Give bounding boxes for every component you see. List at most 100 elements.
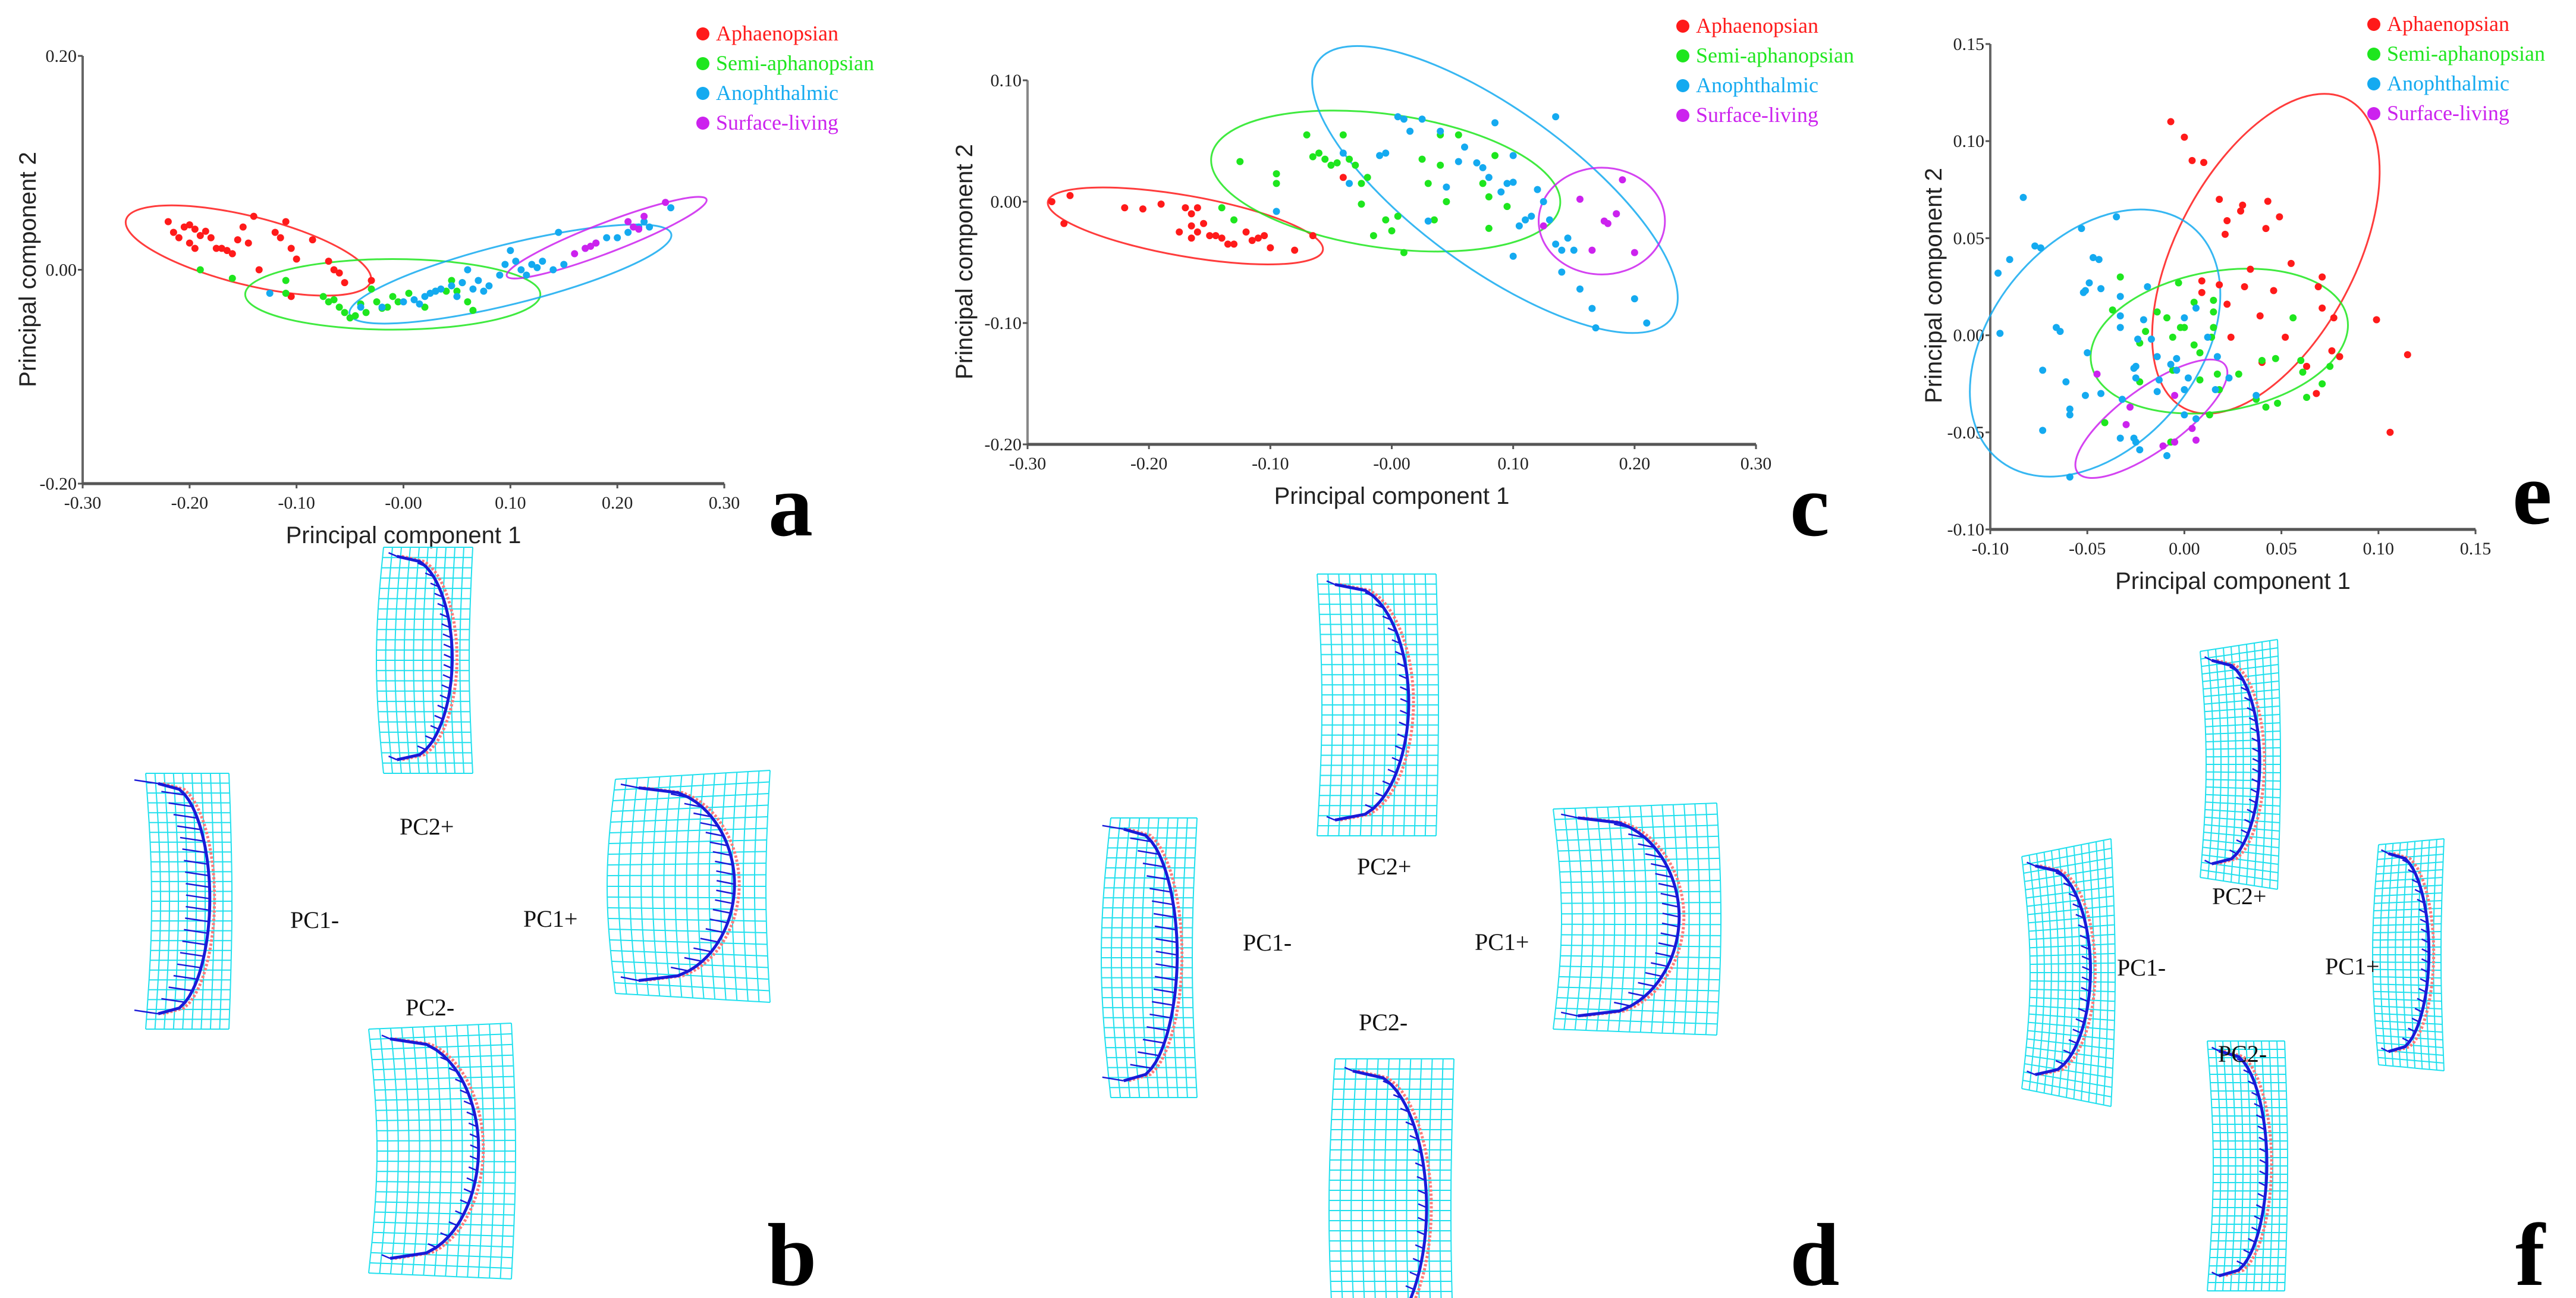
legend-marker-icon — [2367, 18, 2380, 31]
deformed-shape-outline — [2211, 659, 2261, 866]
data-point — [2101, 419, 2109, 427]
data-point — [1066, 192, 1074, 199]
x-tick-label: -0.20 — [171, 493, 209, 513]
data-point — [2109, 306, 2116, 314]
data-point — [255, 266, 263, 274]
data-point — [421, 303, 429, 311]
confidence-ellipse — [124, 204, 372, 297]
data-point — [2078, 225, 2085, 233]
confidence-ellipse — [1969, 208, 2222, 478]
data-point — [1491, 152, 1499, 159]
data-point — [1139, 205, 1146, 213]
deformed-shape-outline — [1352, 1069, 1428, 1298]
data-point — [1528, 212, 1535, 220]
mean-shape-outline — [2039, 864, 2097, 1077]
data-point — [330, 296, 338, 303]
data-point — [1267, 244, 1274, 252]
data-point — [266, 290, 274, 297]
legend-item-label: Semi-aphanopsian — [2387, 42, 2545, 65]
data-point — [164, 218, 172, 225]
data-point — [1509, 252, 1517, 260]
data-point — [517, 266, 525, 274]
data-point — [1424, 217, 1432, 225]
data-point — [1157, 200, 1165, 208]
y-tick-label: -0.10 — [985, 313, 1022, 333]
data-point — [2132, 438, 2140, 446]
confidence-ellipse — [2090, 268, 2349, 415]
data-point — [1455, 131, 1462, 139]
data-point — [2262, 225, 2270, 233]
data-point — [239, 223, 247, 231]
legend-marker-icon — [1676, 49, 1689, 62]
data-point — [667, 204, 675, 212]
x-axis-label: Principal component 1 — [2115, 568, 2351, 594]
label-pc1-plus: PC1+ — [1475, 929, 1529, 955]
data-point — [1430, 216, 1438, 224]
data-point — [426, 290, 434, 297]
data-point — [2262, 403, 2270, 411]
confidence-ellipse — [1047, 186, 1324, 265]
data-point — [2404, 351, 2411, 359]
data-point — [2081, 287, 2089, 294]
data-point — [2225, 374, 2233, 382]
data-point — [378, 303, 386, 311]
data-point — [2163, 314, 2171, 322]
data-point — [635, 225, 643, 233]
data-point — [1121, 204, 1129, 212]
data-point — [1394, 113, 1402, 121]
data-point — [469, 285, 477, 293]
data-point — [2173, 355, 2181, 362]
x-tick-label: 0.10 — [1497, 454, 1529, 474]
data-point — [1224, 240, 1232, 248]
mean-shape-outline — [643, 786, 741, 982]
legend-item-label: Surface-living — [716, 111, 838, 134]
label-pc2-plus: PC2+ — [1357, 853, 1411, 880]
data-point — [1309, 153, 1317, 161]
data-point — [2130, 365, 2138, 372]
data-point — [2006, 256, 2013, 264]
data-point — [2039, 366, 2047, 374]
data-point — [2113, 213, 2121, 221]
x-tick-label: 0.10 — [495, 493, 526, 513]
data-point — [1570, 246, 1578, 254]
grid-pc2-minus — [2207, 1040, 2288, 1291]
legend-marker-icon — [2367, 77, 2380, 90]
legend-item-label: Aphaenopsian — [716, 21, 838, 45]
data-point — [228, 274, 236, 282]
mean-shape-outline — [2223, 1049, 2273, 1278]
data-point — [496, 271, 504, 279]
data-point — [1552, 113, 1560, 121]
data-point — [442, 287, 450, 295]
data-point — [1315, 149, 1322, 157]
data-point — [1509, 152, 1517, 159]
data-point — [186, 239, 193, 247]
data-point — [1382, 149, 1390, 157]
legend-marker-icon — [1676, 79, 1689, 92]
label-pc1-plus: PC1+ — [2325, 953, 2379, 980]
data-point — [207, 234, 215, 242]
data-point — [2159, 442, 2167, 450]
data-point — [1443, 198, 1450, 205]
data-point — [1418, 155, 1426, 163]
data-point — [271, 228, 279, 236]
data-point — [2147, 336, 2155, 343]
mean-shape-outline — [1582, 816, 1686, 1018]
data-point — [533, 264, 541, 271]
data-point — [2192, 304, 2200, 312]
data-point — [2264, 197, 2272, 205]
mean-shape-outline — [1339, 583, 1415, 822]
data-point — [282, 277, 290, 284]
confidence-ellipse — [505, 196, 708, 280]
data-point — [1437, 127, 1444, 135]
data-point — [2330, 314, 2338, 322]
data-point — [592, 239, 600, 247]
legend: Aphaenopsian Semi-aphanopsian Anophthalmic… — [1676, 14, 1854, 127]
data-point — [2206, 411, 2213, 419]
x-axis-label: Principal component 1 — [286, 522, 522, 548]
legend-item-label: Surface-living — [1696, 103, 1818, 127]
data-point — [2116, 324, 2124, 331]
legend-item-label: Anophthalmic — [2387, 71, 2509, 95]
data-point — [2210, 308, 2217, 316]
data-point — [448, 277, 455, 284]
data-point — [325, 298, 332, 306]
